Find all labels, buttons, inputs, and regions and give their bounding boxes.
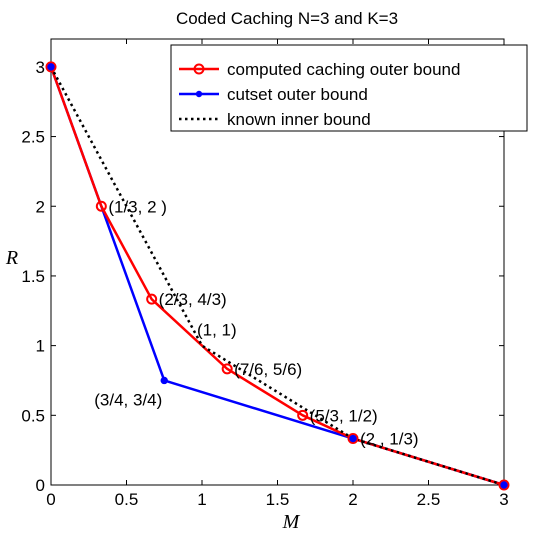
- y-tick-label: 2.5: [21, 128, 45, 147]
- data-point: [160, 376, 168, 385]
- legend-marker: [195, 90, 203, 98]
- y-tick-label: 0: [36, 476, 45, 495]
- data-point: [349, 434, 357, 443]
- annotation-label: (2 , 1/3): [360, 430, 419, 449]
- data-point: [146, 293, 158, 305]
- data-point: [498, 479, 510, 491]
- point-annotations: (1/3, 2 ) (2/3, 4/3) (1, 1) (7/6, 5/6) (3/4,…: [94, 197, 418, 448]
- legend: computed caching outer bound cutset outer…: [170, 44, 528, 132]
- series-markers: [45, 61, 510, 491]
- data-point: [500, 481, 508, 489]
- y-tick-label: 1.5: [21, 267, 45, 286]
- legend-label-3: known inner bound: [227, 110, 371, 129]
- x-tick-label: 2.5: [417, 490, 441, 509]
- x-tick-label: 1.5: [266, 490, 290, 509]
- data-point: [45, 61, 57, 73]
- legend-marker: [193, 63, 205, 75]
- data-point: [47, 63, 55, 71]
- x-tick-label: 3: [499, 490, 508, 509]
- x-tick-label: 2: [348, 490, 357, 509]
- legend-label-1: computed caching outer bound: [227, 60, 460, 79]
- annotation-label: (1, 1): [197, 321, 237, 340]
- legend-label-2: cutset outer bound: [227, 85, 368, 104]
- y-tick-label: 1: [36, 337, 45, 356]
- annotation-label: (7/6, 5/6): [234, 360, 302, 379]
- annotation-label: (2/3, 4/3): [159, 290, 227, 309]
- y-tick-label: 0.5: [21, 406, 45, 425]
- y-axis-label: R: [5, 247, 18, 269]
- legend-box: [170, 44, 528, 132]
- data-point: [95, 200, 107, 212]
- data-point: [347, 433, 359, 445]
- annotation-label: (1/3, 2 ): [108, 197, 167, 216]
- y-tick-label: 3: [36, 58, 45, 77]
- y-tick-label: 2: [36, 197, 45, 216]
- chart-title: Coded Caching N=3 and K=3: [176, 9, 398, 28]
- data-point: [221, 363, 233, 375]
- data-point: [297, 409, 309, 421]
- x-tick-label: 0: [46, 490, 55, 509]
- annotation-label: (3/4, 3/4): [94, 390, 162, 409]
- annotation-label: (5/3, 1/2): [310, 406, 378, 425]
- x-tick-label: 1: [197, 490, 206, 509]
- x-axis-label: M: [282, 511, 301, 533]
- x-tick-label: 0.5: [115, 490, 139, 509]
